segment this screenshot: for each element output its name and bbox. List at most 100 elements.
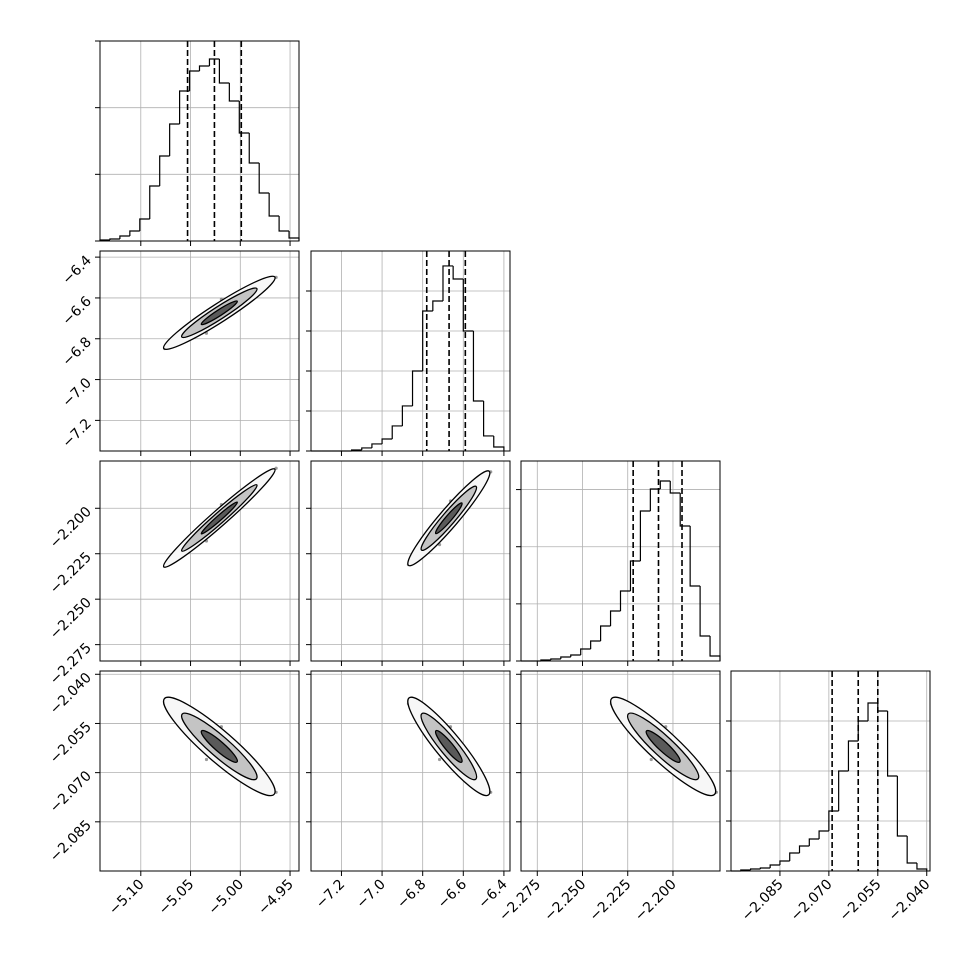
y-tick-label: −7.2 bbox=[59, 416, 94, 451]
histogram-step bbox=[689, 525, 701, 587]
x-tick-label: −5.10 bbox=[106, 877, 148, 919]
histogram-step bbox=[422, 310, 433, 371]
histogram-step bbox=[857, 720, 869, 741]
histogram-step bbox=[208, 58, 220, 66]
histogram-step bbox=[877, 703, 888, 712]
x-tick-label: −2.085 bbox=[739, 877, 787, 925]
histogram-step bbox=[391, 425, 403, 439]
histogram-step bbox=[119, 235, 130, 239]
histogram-step bbox=[169, 123, 180, 156]
scatter-panel bbox=[162, 696, 278, 797]
histogram-step bbox=[679, 493, 691, 527]
panel-frame bbox=[310, 670, 511, 872]
histogram-step bbox=[629, 560, 641, 591]
histogram-step bbox=[442, 265, 454, 301]
histogram-step bbox=[452, 265, 464, 280]
y-tick-label: −2.250 bbox=[47, 595, 95, 643]
x-tick-label: −7.0 bbox=[354, 877, 389, 912]
y-tick-label: −6.8 bbox=[59, 334, 94, 369]
histogram-step bbox=[838, 770, 849, 811]
x-tick-label: −2.040 bbox=[886, 877, 934, 925]
x-tick-label: −2.225 bbox=[587, 877, 635, 925]
y-tick-label: −2.055 bbox=[47, 719, 95, 767]
histogram-step bbox=[228, 83, 240, 102]
density-contour bbox=[434, 502, 463, 535]
x-tick-label: −6.8 bbox=[394, 877, 429, 912]
histogram-step bbox=[550, 658, 561, 660]
histogram-step bbox=[218, 59, 230, 84]
density-contour bbox=[645, 729, 681, 763]
histogram-step bbox=[432, 300, 443, 311]
x-tick-label: −2.200 bbox=[632, 877, 680, 925]
histogram-step bbox=[159, 155, 170, 186]
histogram-step bbox=[590, 640, 601, 649]
histogram-step bbox=[381, 438, 393, 444]
histogram-step bbox=[669, 481, 681, 494]
histogram-step bbox=[779, 860, 790, 865]
histogram-step bbox=[818, 830, 829, 839]
histogram-step bbox=[609, 610, 621, 626]
histogram-step bbox=[560, 656, 571, 659]
histogram-step bbox=[109, 238, 120, 240]
histogram-step bbox=[619, 590, 631, 611]
histogram-step bbox=[268, 193, 280, 217]
histogram-step bbox=[238, 101, 250, 134]
scatter-panel bbox=[406, 696, 493, 797]
histogram-step bbox=[149, 185, 160, 219]
histogram-step bbox=[288, 231, 300, 241]
histogram-step bbox=[278, 216, 290, 232]
x-tick-label: −5.00 bbox=[205, 877, 247, 919]
y-tick-label: −6.6 bbox=[59, 293, 94, 328]
x-tick-label: −2.055 bbox=[837, 877, 885, 925]
x-tick-label: −2.070 bbox=[788, 877, 836, 925]
panel-frame bbox=[310, 250, 511, 452]
histogram-step bbox=[709, 635, 721, 661]
density-contour bbox=[434, 729, 463, 763]
histogram-step bbox=[659, 480, 671, 489]
sample-point bbox=[437, 757, 442, 762]
scatter-panel bbox=[609, 696, 718, 797]
histogram-step bbox=[472, 331, 484, 402]
x-tick-label: −2.250 bbox=[541, 877, 589, 925]
histogram-step bbox=[570, 654, 581, 657]
histogram-step bbox=[886, 711, 898, 777]
histogram-step bbox=[580, 648, 591, 655]
histogram-step bbox=[198, 65, 210, 71]
panel-frame bbox=[310, 460, 511, 662]
histogram-step bbox=[483, 401, 494, 437]
histogram-step bbox=[847, 740, 859, 771]
scatter-panel bbox=[162, 466, 278, 569]
scatter-panel bbox=[162, 275, 278, 351]
histogram-step bbox=[248, 133, 260, 164]
histogram-step bbox=[188, 70, 200, 91]
histogram-step bbox=[462, 279, 474, 332]
histogram-step bbox=[493, 435, 505, 451]
scatter-panel bbox=[406, 470, 493, 567]
histogram-step bbox=[600, 625, 611, 641]
histogram-step bbox=[649, 488, 661, 511]
x-tick-label: −7.2 bbox=[313, 877, 348, 912]
x-tick-label: −5.05 bbox=[156, 877, 198, 919]
y-tick-label: −7.0 bbox=[59, 375, 94, 410]
histogram-step bbox=[179, 90, 190, 124]
panel-frame bbox=[730, 670, 931, 872]
histogram-step bbox=[798, 845, 810, 853]
y-tick-label: −2.085 bbox=[47, 817, 95, 865]
histogram-step bbox=[808, 838, 820, 846]
y-tick-label: −2.200 bbox=[47, 504, 95, 552]
histogram-step bbox=[828, 810, 839, 831]
histogram-step bbox=[906, 836, 917, 864]
histogram-step bbox=[867, 702, 878, 721]
histogram-step bbox=[699, 585, 711, 637]
histogram-step bbox=[361, 447, 372, 450]
histogram-step bbox=[896, 776, 908, 837]
histogram-step bbox=[916, 863, 928, 871]
density-contour bbox=[200, 501, 239, 535]
sample-point bbox=[649, 757, 653, 762]
panel-frame bbox=[99, 670, 300, 872]
x-tick-label: −6.6 bbox=[435, 876, 470, 911]
histogram-step bbox=[759, 867, 771, 869]
y-tick-label: −2.070 bbox=[47, 768, 95, 816]
histogram-step bbox=[769, 864, 780, 868]
panel-frame bbox=[99, 250, 300, 452]
